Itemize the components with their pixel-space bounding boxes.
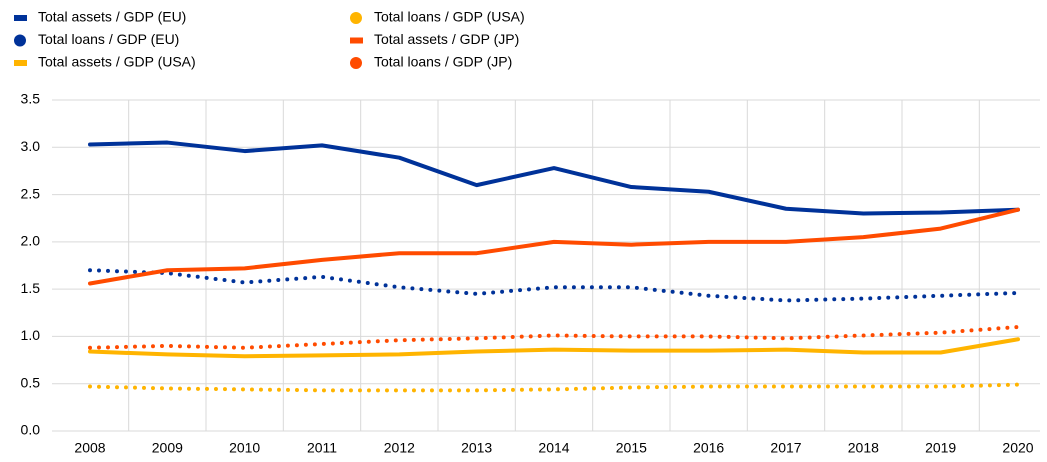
legend-label: Total loans / GDP (USA) <box>374 9 525 25</box>
legend-marker <box>14 34 26 47</box>
x-tick-label: 2015 <box>616 440 647 456</box>
legend-marker <box>14 60 27 66</box>
x-tick-label: 2019 <box>925 440 956 456</box>
y-tick-label: 1.0 <box>21 327 41 343</box>
x-tick-label: 2017 <box>770 440 801 456</box>
y-tick-label: 2.5 <box>21 185 41 201</box>
legend-marker <box>350 57 362 69</box>
x-tick-label: 2016 <box>693 440 724 456</box>
x-tick-label: 2010 <box>229 440 260 456</box>
x-tick-label: 2008 <box>74 440 105 456</box>
x-tick-label: 2020 <box>1002 440 1033 456</box>
series-line <box>88 207 1020 286</box>
x-tick-label: 2014 <box>538 440 569 456</box>
y-tick-label: 0.5 <box>21 374 41 390</box>
y-tick-label: 0.0 <box>21 422 41 438</box>
y-tick-label: 1.5 <box>21 280 41 296</box>
legend-marker <box>350 37 363 44</box>
legend-label: Total loans / GDP (EU) <box>38 31 179 47</box>
legend-label: Total loans / GDP (JP) <box>374 54 512 70</box>
series-line <box>88 324 1020 350</box>
legend-marker <box>14 15 27 21</box>
legend-label: Total assets / GDP (USA) <box>38 54 196 70</box>
y-tick-label: 3.0 <box>21 138 41 154</box>
y-tick-label: 3.5 <box>21 91 41 107</box>
x-tick-label: 2013 <box>461 440 492 456</box>
series-line <box>88 337 1020 359</box>
legend-label: Total assets / GDP (EU) <box>38 9 186 25</box>
x-tick-label: 2011 <box>307 440 337 456</box>
series-line <box>88 140 1020 216</box>
y-tick-label: 2.0 <box>21 233 41 249</box>
legend-marker <box>350 12 362 24</box>
series-line <box>88 382 1020 393</box>
x-tick-label: 2009 <box>152 440 183 456</box>
x-tick-label: 2012 <box>384 440 415 456</box>
series-line <box>88 268 1020 303</box>
legend-label: Total assets / GDP (JP) <box>374 31 519 47</box>
x-tick-label: 2018 <box>848 440 879 456</box>
